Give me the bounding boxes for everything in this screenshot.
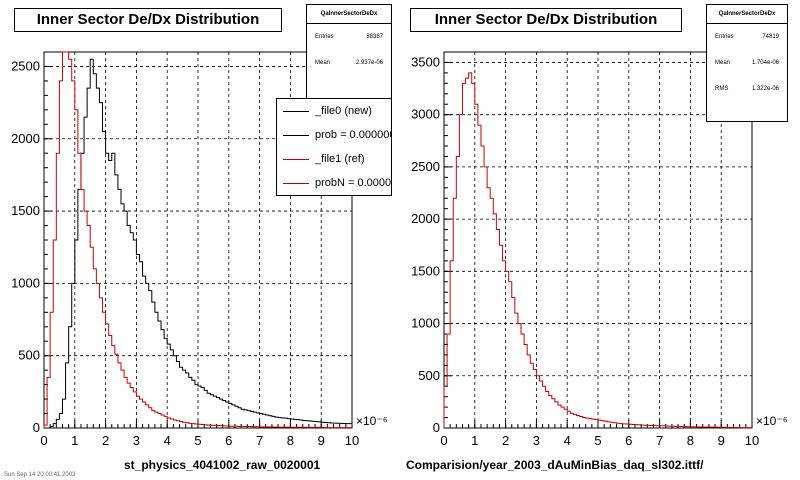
plot2-stats-entries-label: Entries [715, 34, 734, 40]
plot1-y-tick-label-2: 1000 [11, 275, 40, 290]
legend-entry-file1: _file1 (ref) [277, 147, 391, 171]
plot2-y-tick-label-7: 3500 [411, 54, 440, 69]
plot2-y-tick-label-5: 2500 [411, 159, 440, 174]
plot2-y-tick-label-6: 3000 [411, 107, 440, 122]
plot2-x-tick-label-2: 2 [502, 433, 509, 448]
plot2-y-tick-label-1: 500 [418, 368, 440, 383]
plot1-y-tick-label-4: 2000 [11, 131, 40, 146]
plot1-x-tick-label-9: 9 [318, 433, 325, 448]
plot2-title: Inner Sector De/Dx Distribution [410, 8, 682, 32]
plot1-stats-mean-value: 2.937e-06 [355, 60, 383, 66]
plot1-x-tick-label-3: 3 [133, 433, 140, 448]
plot1-title: Inner Sector De/Dx Distribution [14, 8, 282, 32]
plot2-x-tick-label-4: 4 [564, 433, 571, 448]
plot2-x-tick-label-7: 7 [656, 433, 663, 448]
legend-entry-prob: prob = 0.000000 [277, 123, 391, 147]
plot2-x-tick-label-3: 3 [533, 433, 540, 448]
legend-swatch-prob [283, 135, 309, 136]
plot1-stats-box: QaInnerSectorDeDx Entries 88387 Mean 2.9… [306, 4, 392, 102]
plot1-x-tick-label-1: 1 [71, 433, 78, 448]
plot2-x-exponent: ×10⁻⁶ [756, 414, 788, 428]
legend-label-probn: probN = 0.000000 [315, 177, 392, 189]
plot2-x-tick-label-9: 9 [718, 433, 725, 448]
plot2-y-tick-label-3: 1500 [411, 263, 440, 278]
plot2-stats-rms: RMS 1.322e-06 [707, 76, 787, 102]
plot2-stats-box: QaInnerSectorDeDx Entries 74819 Mean 1.7… [706, 4, 788, 122]
plot1-x-axis-title: st_physics_4041002_raw_0020001 [124, 458, 321, 472]
plot1-x-tick-label-4: 4 [164, 433, 171, 448]
plot1-y-tick-label-5: 2500 [11, 58, 40, 73]
plot1-x-tick-label-5: 5 [194, 433, 201, 448]
plot1-x-tick-label-0: 0 [40, 433, 47, 448]
plot1-y-tick-label-3: 1500 [11, 203, 40, 218]
legend-label-file1: _file1 (ref) [315, 153, 365, 165]
plot1-x-tick-label-2: 2 [102, 433, 109, 448]
plot2-x-tick-label-1: 1 [471, 433, 478, 448]
plot1-stats-entries: Entries 88387 [307, 24, 391, 50]
plot2-stats-mean-label: Mean [715, 60, 731, 66]
plot1-series-1-histogram [43, 51, 352, 429]
plot1-x-tick-label-8: 8 [287, 433, 294, 448]
plot1-legend: _file0 (new) prob = 0.000000 _file1 (ref… [276, 98, 392, 196]
footer-timestamp: Sun Sep 14 20:00:41 2003 [4, 472, 76, 478]
plot2-stats-mean: Mean 1.704e-06 [707, 50, 787, 76]
plot2-stats-entries-value: 74819 [762, 34, 779, 40]
legend-swatch-file0 [283, 111, 309, 112]
plot2-stats-header: QaInnerSectorDeDx [707, 5, 787, 24]
plot2-stats-rms-value: 1.322e-06 [751, 86, 779, 92]
plot1-x-tick-label-10: 10 [345, 433, 359, 448]
legend-entry-file0: _file0 (new) [277, 99, 391, 123]
plot1-stats-entries-label: Entries [315, 34, 334, 40]
plot1-stats-mean-label: Mean [315, 60, 331, 66]
plot2-y-tick-label-4: 2000 [411, 211, 440, 226]
plot2-x-tick-label-6: 6 [625, 433, 632, 448]
plot2-x-tick-label-5: 5 [594, 433, 601, 448]
plot1-x-tick-label-6: 6 [225, 433, 232, 448]
plot1-stats-mean: Mean 2.937e-06 [307, 50, 391, 76]
plot2-y-tick-label-2: 1000 [411, 316, 440, 331]
plot1-y-tick-label-1: 500 [18, 348, 40, 363]
plot1-stats-entries-value: 88387 [366, 34, 383, 40]
plot2-stats-entries: Entries 74819 [707, 24, 787, 50]
plot2-x-tick-label-10: 10 [745, 433, 759, 448]
plot1-stats-header: QaInnerSectorDeDx [307, 5, 391, 24]
legend-label-file0: _file0 (new) [315, 105, 372, 117]
legend-swatch-file1 [283, 159, 309, 160]
plot2-stats-mean-value: 1.704e-06 [751, 60, 779, 66]
plot2-x-axis-title: Comparision/year_2003_dAuMinBias_daq_sl3… [406, 458, 704, 472]
plot2-stats-rms-label: RMS [715, 86, 729, 92]
plot1-x-tick-label-7: 7 [256, 433, 263, 448]
plot2-x-tick-label-0: 0 [440, 433, 447, 448]
plot2-y-tick-label-0: 0 [433, 420, 440, 435]
plot1-x-exponent: ×10⁻⁶ [356, 414, 388, 428]
legend-swatch-probn [283, 183, 309, 184]
legend-label-prob: prob = 0.000000 [315, 129, 392, 141]
plot1-y-tick-label-0: 0 [33, 420, 40, 435]
legend-entry-probn: probN = 0.000000 [277, 171, 391, 195]
plot1-series-0-histogram [44, 58, 352, 429]
plot2-series-0-histogram [443, 72, 752, 429]
plot2-x-tick-label-8: 8 [687, 433, 694, 448]
